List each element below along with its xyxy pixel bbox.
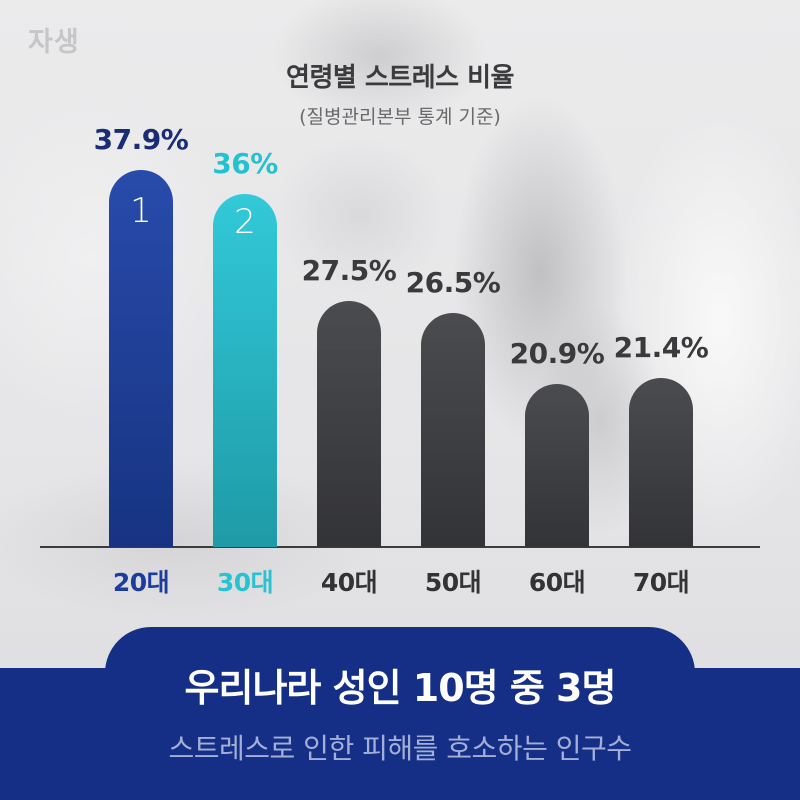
value-label-age-60s: 20.9% [509,337,605,371]
x-tick-label-age-40s: 40대 [320,568,378,597]
chart-title: 연령별 스트레스 비율 [286,63,514,93]
bar-age-60s [525,384,589,547]
bar-age-20s [109,169,173,547]
x-tick-label-age-50s: 50대 [424,568,482,597]
x-tick-label-age-20s: 20대 [112,568,170,597]
rank-number-age-30s: 2 [234,201,256,242]
rank-number-age-20s: 1 [130,190,152,231]
value-label-age-30s: 36% [212,146,278,180]
chart-subtitle: (질병관리본부 통계 기준) [299,106,501,128]
summary-banner [0,668,800,800]
value-label-age-50s: 26.5% [405,266,501,300]
banner-caption: 스트레스로 인한 피해를 호소하는 인구수 [168,732,632,765]
x-tick-label-age-30s: 30대 [216,568,274,597]
bar-age-70s [629,377,693,547]
x-tick-label-age-70s: 70대 [632,568,690,597]
bar-age-50s [421,313,485,547]
banner-headline: 우리나라 성인 10명 중 3명 [184,666,617,710]
bar-age-40s [317,300,381,547]
bar-age-30s [213,193,277,547]
x-tick-label-age-60s: 60대 [528,568,586,597]
value-label-age-20s: 37.9% [93,122,189,156]
x-axis-line [40,546,760,548]
value-label-age-70s: 21.4% [613,330,709,364]
value-label-age-40s: 27.5% [301,253,397,287]
bar-chart: 37.9% 20대 1 36% 30대 2 27.5% 40대 26.5% 50대 20.9% 60대… [40,122,760,597]
brand-logo: 자생 [28,27,80,58]
